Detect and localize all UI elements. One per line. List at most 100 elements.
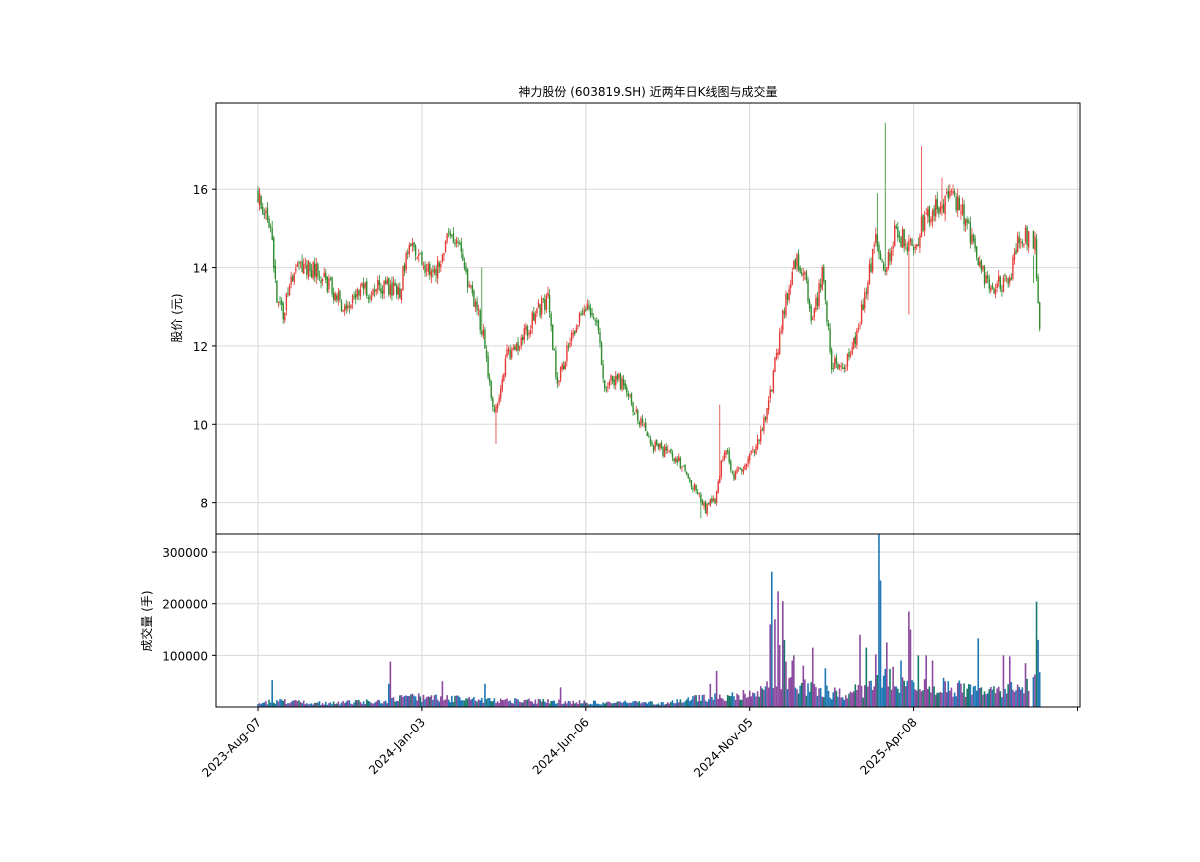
candle-body — [767, 400, 770, 411]
volume-bar — [400, 694, 403, 707]
volume-bar — [837, 696, 839, 707]
volume-bar — [422, 694, 425, 707]
candle-body — [961, 203, 964, 215]
candle-body — [693, 483, 696, 490]
candle-body — [427, 263, 429, 272]
volume-bar — [933, 686, 935, 707]
volume-bar — [607, 701, 609, 707]
candle-body — [701, 500, 704, 506]
candle-body — [564, 362, 567, 370]
volume-bar — [993, 686, 995, 707]
candle-body — [709, 499, 712, 506]
candle-body — [581, 313, 584, 315]
volume-bar — [622, 701, 625, 707]
volume-bar — [953, 692, 956, 707]
volume-y-tick-label: 300000 — [162, 546, 208, 560]
volume-bar — [548, 703, 551, 707]
candle-body — [753, 450, 756, 453]
candle-body — [685, 471, 688, 475]
volume-bar — [797, 693, 800, 707]
volume-bar — [782, 601, 784, 707]
volume-bar — [310, 703, 313, 707]
volume-bar — [722, 698, 724, 707]
candle-body — [498, 397, 500, 404]
candle-body — [778, 332, 781, 355]
candle-body — [488, 377, 491, 382]
candle-body — [436, 260, 439, 279]
volume-bar — [473, 697, 475, 707]
candle-body — [372, 289, 374, 295]
volume-bar — [315, 702, 318, 707]
volume-bar — [890, 689, 893, 707]
candle-body — [652, 446, 655, 451]
candle-body — [288, 285, 291, 296]
candle-body — [370, 295, 373, 300]
candle-body — [493, 408, 496, 412]
volume-bar — [630, 702, 633, 707]
volume-bar — [903, 680, 905, 707]
candle-body — [644, 422, 647, 431]
volume-bar — [507, 701, 510, 707]
candle-body — [1037, 276, 1039, 303]
volume-bar — [345, 701, 348, 707]
candle-body — [821, 267, 823, 290]
candle-body — [553, 349, 555, 351]
candle-body — [977, 257, 979, 265]
candle-body — [314, 263, 316, 277]
candle-body — [1038, 302, 1041, 329]
candle-body — [938, 208, 940, 214]
candle-body — [728, 451, 730, 463]
volume-bar — [774, 619, 776, 707]
candle-body — [676, 459, 678, 463]
candle-body — [536, 308, 538, 314]
candle-body — [340, 301, 343, 312]
candle-body — [303, 264, 305, 274]
candle-body — [585, 309, 587, 312]
volume-bar — [660, 701, 663, 707]
volume-bar — [545, 702, 548, 707]
volume-bar — [769, 624, 771, 707]
candle-body — [805, 272, 808, 281]
candle-body — [567, 344, 570, 348]
volume-bar — [753, 693, 756, 707]
candle-body — [616, 374, 619, 380]
candle-body — [307, 260, 310, 277]
volume-bar — [503, 700, 505, 707]
candle-body — [597, 320, 600, 331]
volume-bar — [544, 701, 546, 707]
volume-bar — [458, 697, 461, 707]
volume-bar — [893, 686, 896, 707]
volume-bar — [689, 701, 691, 707]
volume-bar — [942, 677, 945, 707]
volume-bar — [815, 687, 817, 707]
volume-bar — [786, 689, 789, 707]
volume-bar — [306, 703, 308, 707]
volume-bar — [514, 698, 516, 707]
candle-body — [575, 327, 578, 333]
volume-bar — [268, 699, 270, 707]
volume-bar — [969, 684, 972, 707]
candle-body — [816, 297, 819, 306]
candle-body — [871, 248, 874, 272]
candle-body — [626, 387, 628, 393]
volume-bar — [958, 680, 961, 707]
candle-body — [495, 406, 497, 413]
volume-bar — [892, 666, 894, 707]
volume-bar — [512, 703, 515, 707]
volume-bar — [990, 686, 992, 707]
volume-bar — [375, 701, 377, 707]
candle-body — [1013, 252, 1016, 260]
volume-bar — [436, 699, 439, 707]
volume-bar — [540, 701, 543, 707]
volume-bar — [726, 695, 729, 707]
volume-bar — [711, 697, 713, 707]
candle-body — [355, 294, 357, 299]
candle-body — [824, 280, 827, 301]
candle-body — [282, 303, 284, 320]
candle-body — [320, 280, 322, 284]
candle-body — [772, 370, 775, 393]
candle-body — [514, 346, 516, 351]
candle-body — [263, 213, 266, 216]
volume-bar — [397, 701, 400, 707]
candle-body — [830, 349, 833, 370]
